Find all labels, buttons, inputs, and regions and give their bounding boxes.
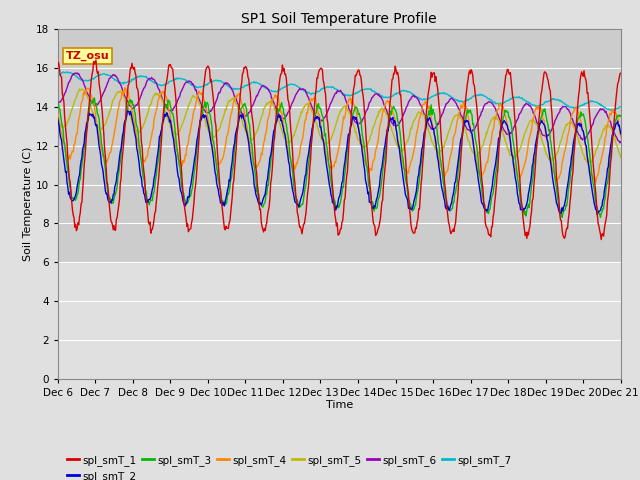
spl_smT_3 [408, 208, 416, 214]
spl_smT_7 [63, 69, 71, 74]
spl_smT_3 [123, 114, 131, 120]
spl_smT_1 [123, 97, 131, 103]
spl_smT_7 [210, 78, 218, 84]
spl_smT_5 [76, 86, 83, 92]
spl_smT_4 [425, 103, 433, 109]
Line: spl_smT_3: spl_smT_3 [58, 98, 621, 217]
spl_smT_4 [592, 179, 600, 185]
spl_smT_1 [617, 71, 625, 76]
X-axis label: Time: Time [326, 400, 353, 409]
Line: spl_smT_2: spl_smT_2 [58, 111, 621, 215]
spl_smT_3 [91, 95, 99, 101]
spl_smT_2 [54, 115, 61, 120]
spl_smT_3 [54, 102, 61, 108]
spl_smT_3 [617, 113, 625, 119]
Y-axis label: Soil Temperature (C): Soil Temperature (C) [22, 147, 33, 261]
spl_smT_1 [54, 63, 61, 69]
Line: spl_smT_7: spl_smT_7 [58, 72, 621, 111]
spl_smT_5 [617, 155, 625, 161]
spl_smT_1 [210, 98, 218, 104]
spl_smT_5 [425, 129, 433, 134]
Bar [58, 29, 621, 263]
spl_smT_7 [123, 80, 131, 85]
spl_smT_6 [180, 83, 188, 89]
spl_smT_6 [74, 70, 81, 76]
spl_smT_1 [597, 237, 605, 242]
spl_smT_2 [124, 108, 131, 114]
spl_smT_2 [408, 205, 416, 211]
spl_smT_2 [122, 116, 129, 122]
Legend: spl_smT_1, spl_smT_2, spl_smT_3, spl_smT_4, spl_smT_5, spl_smT_6, spl_smT_7: spl_smT_1, spl_smT_2, spl_smT_3, spl_smT… [63, 451, 516, 480]
spl_smT_6 [123, 96, 131, 102]
spl_smT_5 [180, 118, 188, 124]
spl_smT_5 [54, 114, 61, 120]
Line: spl_smT_4: spl_smT_4 [58, 88, 621, 182]
spl_smT_7 [408, 91, 416, 97]
spl_smT_4 [123, 90, 131, 96]
spl_smT_5 [210, 134, 218, 140]
spl_smT_3 [425, 108, 433, 114]
spl_smT_5 [123, 101, 131, 107]
spl_smT_6 [408, 94, 416, 99]
spl_smT_7 [54, 73, 61, 79]
spl_smT_5 [408, 121, 416, 127]
spl_smT_1 [180, 197, 188, 203]
spl_smT_4 [408, 155, 416, 160]
Line: spl_smT_1: spl_smT_1 [58, 60, 621, 240]
Text: TZ_osu: TZ_osu [66, 50, 109, 61]
Line: spl_smT_6: spl_smT_6 [58, 73, 621, 143]
spl_smT_7 [617, 104, 625, 109]
spl_smT_3 [64, 169, 72, 175]
spl_smT_6 [617, 139, 625, 145]
spl_smT_5 [64, 120, 72, 125]
spl_smT_2 [64, 184, 72, 190]
Line: spl_smT_5: spl_smT_5 [58, 89, 621, 163]
spl_smT_2 [425, 116, 433, 121]
spl_smT_6 [210, 104, 218, 110]
spl_smT_6 [425, 122, 433, 128]
spl_smT_6 [616, 140, 624, 145]
spl_smT_2 [210, 155, 218, 161]
spl_smT_7 [425, 96, 433, 101]
spl_smT_1 [92, 57, 100, 63]
spl_smT_7 [610, 108, 618, 114]
spl_smT_2 [180, 200, 188, 206]
spl_smT_4 [617, 133, 625, 139]
spl_smT_4 [210, 149, 218, 155]
spl_smT_4 [64, 155, 72, 161]
spl_smT_1 [64, 155, 72, 161]
spl_smT_7 [65, 70, 72, 75]
spl_smT_3 [180, 191, 188, 196]
spl_smT_4 [180, 159, 188, 165]
spl_smT_3 [210, 138, 218, 144]
spl_smT_2 [593, 212, 601, 217]
spl_smT_5 [584, 160, 592, 166]
spl_smT_6 [64, 83, 72, 88]
spl_smT_1 [425, 86, 433, 92]
spl_smT_2 [617, 131, 625, 137]
spl_smT_4 [54, 110, 61, 116]
spl_smT_1 [408, 228, 416, 234]
Title: SP1 Soil Temperature Profile: SP1 Soil Temperature Profile [241, 12, 437, 26]
spl_smT_4 [121, 85, 129, 91]
spl_smT_6 [54, 100, 61, 106]
spl_smT_7 [180, 76, 188, 82]
spl_smT_3 [596, 215, 604, 220]
